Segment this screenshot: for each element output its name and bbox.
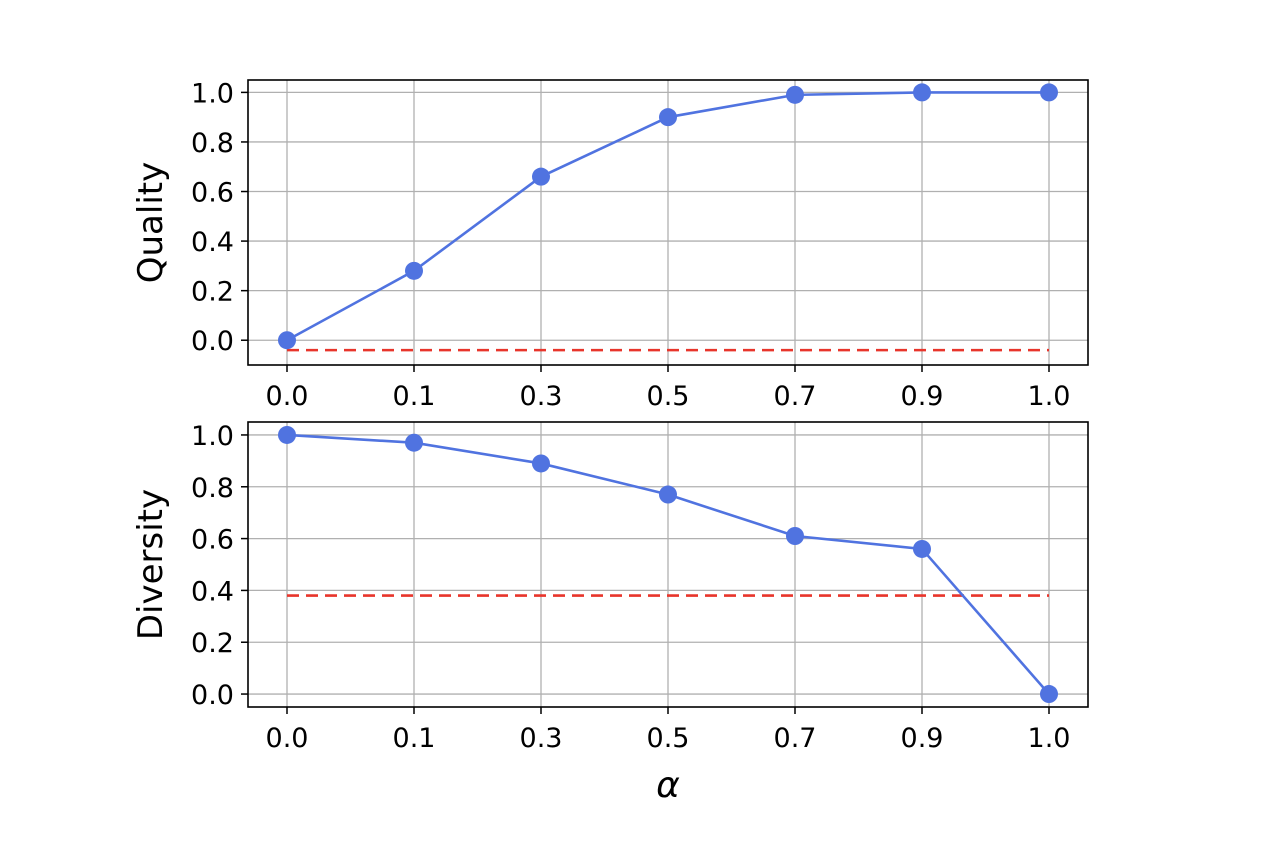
- diversity-x-tick-label: 0.1: [393, 723, 436, 754]
- diversity-x-tick-label: 1.0: [1028, 723, 1071, 754]
- quality-y-tick-label: 0.4: [191, 227, 234, 258]
- quality-x-tick-label: 0.9: [901, 381, 944, 412]
- quality-y-tick-label: 0.6: [191, 178, 234, 209]
- diversity-x-axis-label: α: [656, 765, 680, 806]
- diversity-data-point-6: [1040, 685, 1058, 704]
- diversity-x-tick-label: 0.5: [647, 723, 690, 754]
- diversity-y-tick-label: 0.6: [191, 525, 234, 556]
- diversity-data-point-3: [659, 485, 677, 504]
- quality-x-tick-label: 0.1: [393, 381, 436, 412]
- diversity-y-axis-label: Diversity: [131, 489, 171, 640]
- quality-y-tick-label: 1.0: [191, 78, 234, 109]
- diversity-data-point-4: [786, 527, 804, 545]
- quality-data-point-0: [278, 331, 296, 350]
- quality-data-point-6: [1040, 83, 1058, 102]
- diversity-y-tick-label: 0.4: [191, 576, 234, 607]
- quality-x-tick-label: 0.5: [647, 381, 690, 412]
- diversity-x-tick-label: 0.0: [266, 723, 309, 754]
- diversity-data-point-0: [278, 425, 296, 444]
- quality-y-tick-label: 0.0: [191, 326, 234, 357]
- quality-x-tick-label: 0.7: [774, 381, 817, 412]
- diversity-y-tick-label: 1.0: [191, 421, 234, 452]
- quality-y-tick-label: 0.2: [191, 277, 234, 308]
- diversity-y-tick-label: 0.0: [191, 680, 234, 711]
- diversity-x-tick-label: 0.7: [774, 723, 817, 754]
- diversity-x-tick-label: 0.9: [901, 723, 944, 754]
- diversity-data-point-2: [532, 454, 550, 473]
- quality-x-tick-label: 0.3: [520, 381, 563, 412]
- quality-data-point-3: [659, 108, 677, 127]
- diversity-panel: 0.0 0.1 0.3 0.5 0.7 0.9 1.0 0.0 0.2 0.4 0.6 0.8 1.0 D…: [131, 421, 1089, 806]
- quality-data-point-4: [786, 85, 804, 104]
- diversity-y-tick-label: 0.8: [191, 473, 234, 504]
- quality-x-tick-label: 1.0: [1028, 381, 1071, 412]
- quality-panel: 0.0 0.1 0.3 0.5 0.7 0.9 1.0 0.0 0.2 0.4 0.6 0.8 1.0 Q…: [131, 78, 1089, 412]
- diversity-data-point-5: [913, 539, 931, 558]
- quality-data-point-5: [913, 83, 931, 102]
- quality-data-point-2: [532, 167, 550, 186]
- quality-y-tick-label: 0.8: [191, 128, 234, 159]
- quality-data-point-1: [405, 261, 423, 280]
- diversity-data-point-1: [405, 433, 423, 452]
- diversity-y-tick-label: 0.2: [191, 628, 234, 659]
- quality-y-axis-label: Quality: [131, 162, 171, 284]
- diversity-x-tick-label: 0.3: [520, 723, 563, 754]
- quality-x-tick-label: 0.0: [266, 381, 309, 412]
